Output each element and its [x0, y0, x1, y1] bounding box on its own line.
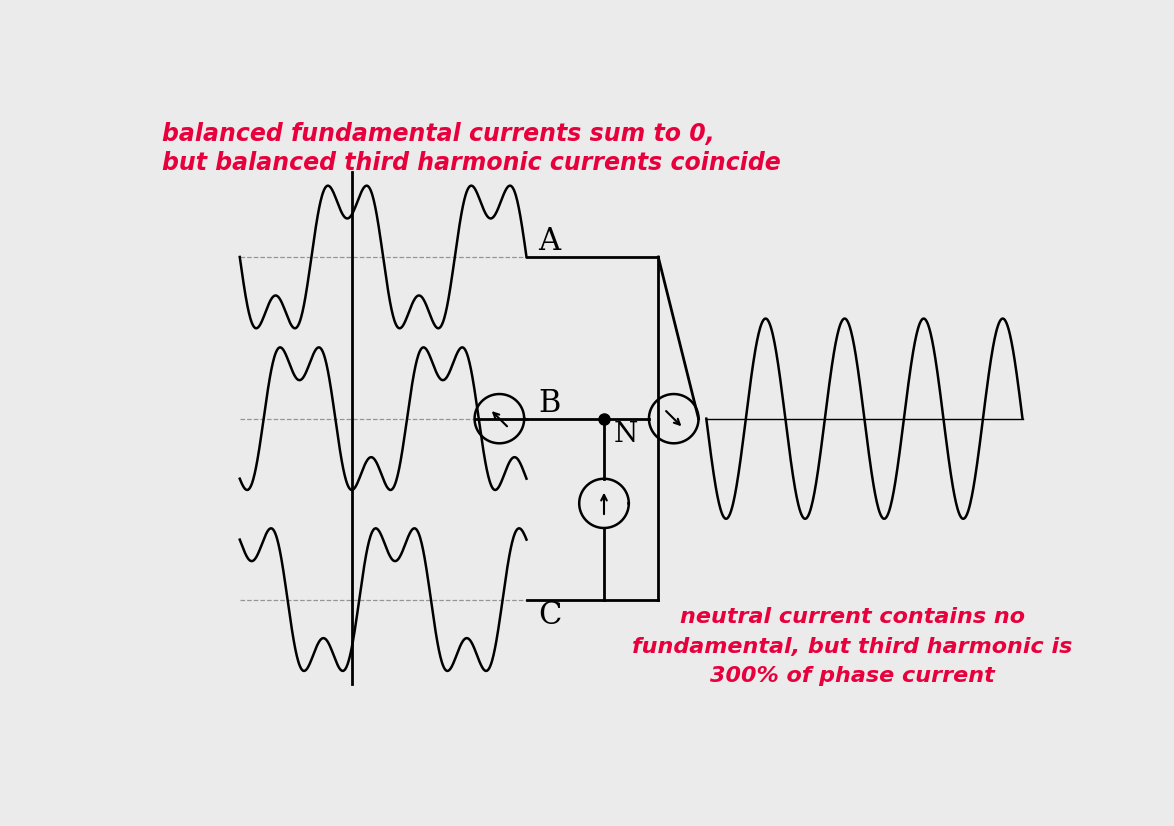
Text: C: C [538, 600, 561, 630]
Text: but balanced third harmonic currents coincide: but balanced third harmonic currents coi… [162, 151, 781, 175]
Text: B: B [538, 387, 560, 419]
Text: fundamental, but third harmonic is: fundamental, but third harmonic is [632, 637, 1072, 657]
Text: balanced fundamental currents sum to 0,: balanced fundamental currents sum to 0, [162, 122, 715, 146]
Text: neutral current contains no: neutral current contains no [680, 607, 1025, 627]
Text: 300% of phase current: 300% of phase current [709, 666, 994, 686]
Text: A: A [538, 226, 560, 257]
Text: N: N [613, 420, 637, 448]
